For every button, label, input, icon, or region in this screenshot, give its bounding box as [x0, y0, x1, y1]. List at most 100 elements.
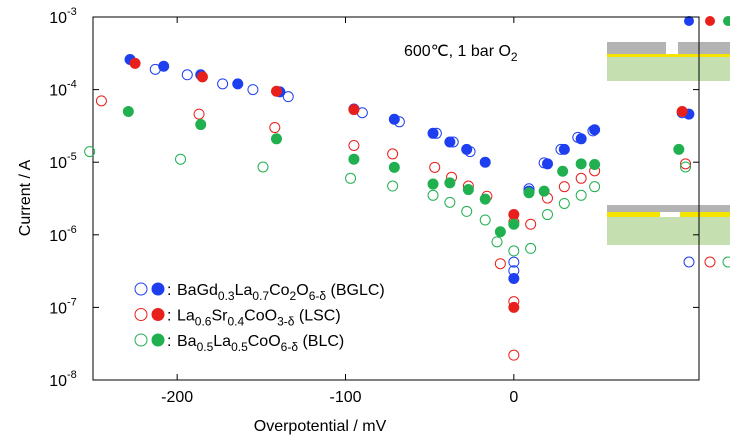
data-point: [542, 158, 553, 170]
data-point: [95, 95, 107, 107]
data-point: [508, 218, 520, 230]
legend-separator: :: [167, 308, 171, 325]
data-point: [575, 172, 587, 184]
data-point: [680, 161, 692, 173]
data-point: [122, 105, 134, 117]
text-part: 6-δ: [281, 340, 299, 354]
text-part: La: [213, 333, 231, 350]
data-point: [491, 236, 503, 248]
text-part: BaGd: [177, 282, 218, 299]
data-point: [589, 158, 601, 170]
text-part: 0.3: [218, 289, 235, 303]
data-point: [557, 165, 569, 177]
rich-text: 600℃, 1 bar O2: [404, 43, 518, 64]
tick-exponent: -6: [67, 224, 77, 236]
text-part: 0.7: [252, 289, 269, 303]
data-point: [479, 193, 491, 205]
film: [607, 54, 730, 57]
data-point: [508, 256, 520, 268]
y-tick-label: 10-3: [49, 6, 77, 27]
y-tick-label: 10-4: [49, 79, 77, 100]
electrode: [607, 42, 666, 54]
data-point: [247, 84, 259, 96]
rich-text: BaGd0.3La0.7Co2O6-δ (BGLC): [177, 282, 385, 303]
film: [607, 212, 660, 217]
data-point: [195, 119, 207, 131]
text-part: O: [296, 282, 308, 299]
data-point: [508, 245, 520, 257]
x-tick-label: -200: [161, 389, 193, 406]
data-point: [676, 105, 688, 117]
text-part: 0.5: [197, 340, 214, 354]
data-point: [575, 133, 587, 145]
data-point: [196, 71, 208, 83]
data-point: [479, 156, 491, 168]
marker-icon: [683, 256, 695, 268]
data-point: [558, 197, 570, 209]
text-part: CoO: [248, 333, 281, 350]
data-point: [508, 301, 520, 313]
data-point: [129, 57, 141, 69]
data-point: [427, 178, 439, 190]
tick-base: 10: [49, 10, 67, 27]
data-point: [348, 139, 360, 151]
data-point: [348, 153, 360, 165]
text-part: 3-δ: [277, 315, 295, 329]
y-tick-label: 10-5: [49, 151, 77, 172]
data-point: [282, 91, 294, 103]
legend-marker: [134, 282, 148, 296]
inset-diagrams: [607, 16, 730, 268]
text-part: Co: [269, 282, 290, 299]
text-part: 0.4: [227, 315, 244, 329]
tick-base: 10: [49, 373, 67, 390]
data-point: [538, 185, 550, 197]
marker-icon: [723, 16, 730, 26]
data-point: [388, 113, 400, 125]
legend-marker: [151, 308, 165, 321]
substrate: [607, 217, 730, 245]
data-point: [84, 146, 96, 158]
data-point: [575, 189, 587, 201]
y-tick-label: 10-6: [49, 224, 77, 245]
data-point: [158, 60, 170, 72]
substrate: [607, 57, 730, 81]
data-point: [508, 273, 520, 285]
data-point: [193, 108, 205, 120]
data-point: [508, 209, 520, 221]
x-axis-label: Overpotential / mV: [254, 418, 387, 435]
marker-icon: [684, 16, 694, 26]
tick-exponent: -4: [67, 79, 77, 91]
data-point: [479, 214, 491, 226]
legend-marker: [134, 308, 148, 321]
tick-base: 10: [49, 228, 67, 245]
data-point: [429, 161, 441, 173]
data-point: [525, 218, 537, 230]
data-point: [387, 148, 399, 160]
marker-icon: [704, 256, 716, 268]
tick-base: 10: [49, 155, 67, 172]
data-point: [427, 127, 439, 139]
text-part: La: [177, 308, 195, 325]
legend-separator: :: [167, 282, 171, 299]
data-point: [387, 180, 399, 192]
data-point: [444, 196, 456, 208]
text-part: (LSC): [294, 308, 340, 325]
data-point: [508, 349, 520, 361]
data-point: [181, 69, 193, 81]
tick-exponent: -7: [67, 296, 77, 308]
marker-icon: [705, 16, 715, 26]
data-point: [175, 153, 187, 165]
text-part: 0.5: [231, 340, 248, 354]
data-point: [217, 78, 229, 90]
data-point: [680, 158, 692, 170]
rich-text: Ba0.5La0.5CoO6-δ (BLC): [177, 333, 344, 354]
text-part: (BLC): [298, 333, 344, 350]
data-point: [461, 205, 473, 217]
data-point: [575, 158, 587, 170]
text-part: CoO: [244, 308, 277, 325]
text-part: Sr: [211, 308, 228, 325]
data-point: [673, 143, 685, 155]
text-part: La: [235, 282, 253, 299]
electrode: [678, 42, 730, 54]
